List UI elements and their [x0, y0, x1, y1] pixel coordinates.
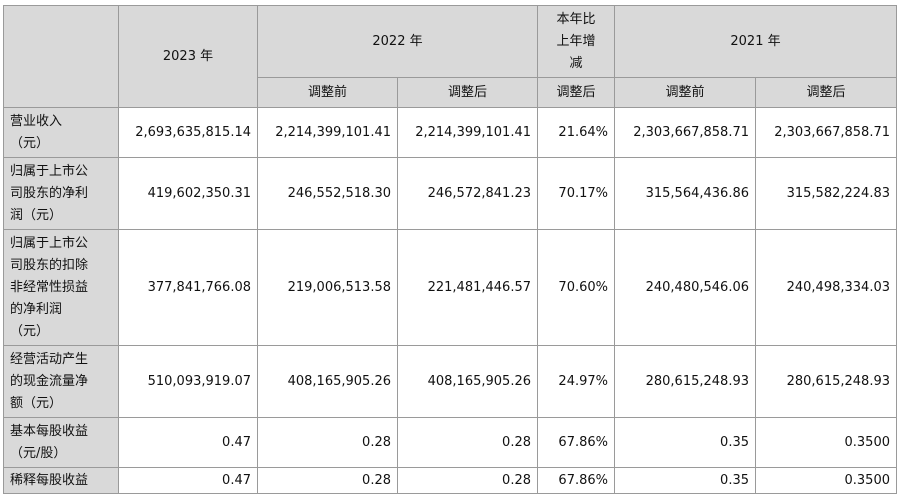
- header-2022-before: 调整前: [257, 77, 398, 108]
- header-year-2023: 2023 年: [118, 5, 258, 108]
- row-label-line: （元/股）: [10, 445, 67, 461]
- cell-yoy-change: 70.60%: [537, 229, 615, 346]
- row-label-net-profit-deducted: 归属于上市公 司股东的扣除 非经常性损益 的净利润 （元）: [3, 229, 119, 346]
- row-label-line: 归属于上市公: [10, 235, 89, 251]
- cell-yoy-change: 21.64%: [537, 107, 615, 158]
- cell-2022-before: 0.28: [257, 467, 398, 494]
- row-label-line: （元）: [10, 323, 50, 339]
- row-label-diluted-eps: 稀释每股收益: [3, 467, 119, 494]
- cell-2022-before: 2,214,399,101.41: [257, 107, 398, 158]
- header-yoy-line: 本年比: [556, 11, 596, 27]
- cell-2022-after: 0.28: [397, 467, 538, 494]
- table-row-diluted-eps: 稀释每股收益 0.47 0.28 0.28 67.86% 0.35 0.3500: [3, 467, 897, 494]
- row-label-line: （元）: [10, 135, 50, 151]
- cell-2022-after: 2,214,399,101.41: [397, 107, 538, 158]
- header-yoy-after: 调整后: [537, 77, 615, 108]
- cell-2023: 510,093,919.07: [118, 345, 258, 418]
- cell-2021-after: 2,303,667,858.71: [755, 107, 897, 158]
- table-row-basic-eps: 基本每股收益 （元/股） 0.47 0.28 0.28 67.86% 0.35 …: [3, 417, 897, 468]
- cell-2021-before: 0.35: [614, 467, 756, 494]
- cell-2023: 0.47: [118, 417, 258, 468]
- row-label-line: 司股东的净利: [10, 185, 89, 201]
- header-row-sub: 调整前 调整后 调整后 调整前 调整后: [4, 77, 897, 108]
- cell-2021-after: 0.3500: [755, 417, 897, 468]
- cell-yoy-change: 67.86%: [537, 467, 615, 494]
- cell-2021-after: 280,615,248.93: [755, 345, 897, 418]
- header-row-top: 2023 年 2022 年 本年比 上年增 减 2021 年: [3, 5, 897, 108]
- header-corner: [3, 5, 119, 108]
- cell-2021-after: 0.3500: [755, 467, 897, 494]
- row-label-line: 润（元）: [10, 207, 63, 223]
- cell-2021-before: 2,303,667,858.71: [614, 107, 756, 158]
- cell-2021-before: 280,615,248.93: [614, 345, 756, 418]
- cell-2021-before: 0.35: [614, 417, 756, 468]
- cell-2023: 377,841,766.08: [118, 229, 258, 346]
- row-label-line: 非经常性损益: [10, 279, 89, 295]
- cell-2022-before: 408,165,905.26: [257, 345, 398, 418]
- cell-2023: 2,693,635,815.14: [118, 107, 258, 158]
- cell-2022-before: 246,552,518.30: [257, 157, 398, 230]
- table-row-net-profit-deducted: 归属于上市公 司股东的扣除 非经常性损益 的净利润 （元） 377,841,76…: [3, 229, 897, 346]
- header-year-2022: 2022 年: [257, 5, 538, 78]
- header-2022-after: 调整后: [397, 77, 538, 108]
- cell-2021-before: 240,480,546.06: [614, 229, 756, 346]
- row-label-line: 营业收入: [10, 113, 63, 129]
- cell-2023: 0.47: [118, 467, 258, 494]
- header-yoy-change: 本年比 上年增 减: [537, 5, 615, 78]
- row-label-line: 归属于上市公: [10, 163, 89, 179]
- header-year-2021: 2021 年: [614, 5, 897, 78]
- row-label-line: 的净利润: [10, 301, 63, 317]
- cell-2022-after: 0.28: [397, 417, 538, 468]
- cell-2022-after: 246,572,841.23: [397, 157, 538, 230]
- row-label-basic-eps: 基本每股收益 （元/股）: [3, 417, 119, 468]
- cell-2022-before: 0.28: [257, 417, 398, 468]
- row-label-line: 基本每股收益: [10, 423, 89, 439]
- cell-yoy-change: 70.17%: [537, 157, 615, 230]
- header-yoy-line: 减: [569, 55, 583, 71]
- header-2021-before: 调整前: [614, 77, 756, 108]
- table-row-net-profit: 归属于上市公 司股东的净利 润（元） 419,602,350.31 246,55…: [3, 157, 897, 230]
- header-2021-after: 调整后: [755, 77, 897, 108]
- cell-2022-after: 408,165,905.26: [397, 345, 538, 418]
- cell-2021-before: 315,564,436.86: [614, 157, 756, 230]
- cell-2023: 419,602,350.31: [118, 157, 258, 230]
- cell-yoy-change: 24.97%: [537, 345, 615, 418]
- row-label-line: 稀释每股收益: [10, 472, 89, 488]
- table-row-operating-cash-flow: 经营活动产生 的现金流量净 额（元） 510,093,919.07 408,16…: [3, 345, 897, 418]
- row-label-line: 的现金流量净: [10, 373, 89, 389]
- row-label-line: 经营活动产生: [10, 351, 89, 367]
- financial-data-table: 2023 年 2022 年 本年比 上年增 减 2021 年 调整前 调整后 调…: [3, 5, 897, 494]
- cell-2022-after: 221,481,446.57: [397, 229, 538, 346]
- row-label-revenue: 营业收入 （元）: [3, 107, 119, 158]
- table-row-revenue: 营业收入 （元） 2,693,635,815.14 2,214,399,101.…: [3, 107, 897, 158]
- cell-2021-after: 240,498,334.03: [755, 229, 897, 346]
- row-label-line: 额（元）: [10, 395, 63, 411]
- cell-2022-before: 219,006,513.58: [257, 229, 398, 346]
- row-label-net-profit: 归属于上市公 司股东的净利 润（元）: [3, 157, 119, 230]
- row-label-operating-cash-flow: 经营活动产生 的现金流量净 额（元）: [3, 345, 119, 418]
- cell-2021-after: 315,582,224.83: [755, 157, 897, 230]
- header-yoy-line: 上年增: [556, 33, 596, 49]
- cell-yoy-change: 67.86%: [537, 417, 615, 468]
- row-label-line: 司股东的扣除: [10, 257, 89, 273]
